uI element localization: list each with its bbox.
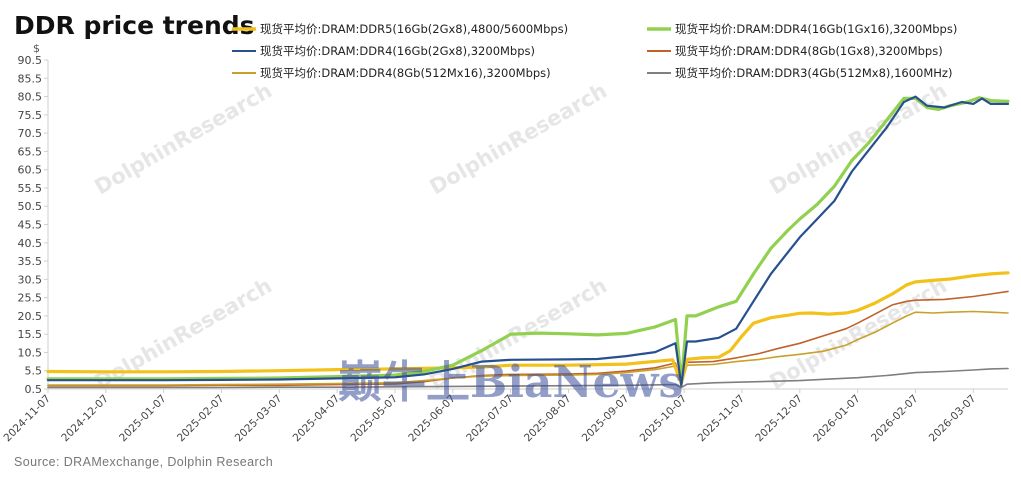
y-tick-label: 45.5 bbox=[18, 219, 43, 232]
y-tick-label: 5.5 bbox=[25, 365, 43, 378]
watermark-text: DolphinResearch bbox=[766, 78, 951, 199]
x-tick-label: 2025-01-07 bbox=[117, 393, 169, 445]
series-line-3 bbox=[46, 95, 1010, 387]
y-tick-label: 90.5 bbox=[18, 54, 43, 67]
y-tick-label: 60.5 bbox=[18, 164, 43, 177]
y-tick-label: 40.5 bbox=[18, 237, 43, 250]
y-tick-label: 85.5 bbox=[18, 72, 43, 85]
legend-label: 现货平均价:DRAM:DDR4(8Gb(512Mx16),3200Mbps) bbox=[260, 66, 551, 80]
x-tick-label: 2026-03-07 bbox=[927, 393, 979, 445]
y-tick-label: 20.5 bbox=[18, 310, 43, 323]
y-tick-label: 30.5 bbox=[18, 273, 43, 286]
legend-label: 现货平均价:DRAM:DDR4(16Gb(2Gx8),3200Mbps) bbox=[260, 44, 535, 58]
legend-label: 现货平均价:DRAM:DDR5(16Gb(2Gx8),4800/5600Mbps… bbox=[260, 22, 568, 36]
y-tick-label: 0.5 bbox=[25, 383, 43, 396]
y-tick-label: 50.5 bbox=[18, 200, 43, 213]
x-tick-label: 2026-02-07 bbox=[869, 393, 921, 445]
series-line-6 bbox=[47, 367, 1009, 389]
stamp-watermark: 巅牛上BiaNews bbox=[338, 357, 683, 408]
y-tick-label: 70.5 bbox=[18, 127, 43, 140]
legend: 现货平均价:DRAM:DDR5(16Gb(2Gx8),4800/5600Mbps… bbox=[232, 22, 957, 80]
y-axis: 0.5 5.5 10.5 15.5 20.5 25.5 30.5 35.5 40.5 45.5 50… bbox=[18, 54, 48, 396]
series-lines bbox=[46, 95, 1010, 389]
legend-label: 现货平均价:DRAM:DDR4(16Gb(1Gx16),3200Mbps) bbox=[675, 22, 957, 36]
y-tick-label: 80.5 bbox=[18, 91, 43, 104]
series-line-1 bbox=[46, 271, 1010, 386]
y-tick-label: 55.5 bbox=[18, 182, 43, 195]
x-tick-label: 2025-11-07 bbox=[695, 393, 747, 445]
legend-label: 现货平均价:DRAM:DDR3(4Gb(512Mx8),1600MHz) bbox=[675, 66, 952, 80]
x-tick-label: 2024-12-07 bbox=[59, 393, 111, 445]
source-note: Source: DRAMexchange, Dolphin Research bbox=[14, 455, 273, 469]
watermark-text: DolphinResearch bbox=[91, 78, 276, 199]
legend-label: 现货平均价:DRAM:DDR4(8Gb(1Gx8),3200Mbps) bbox=[675, 44, 943, 58]
x-tick-label: 2025-03-07 bbox=[233, 393, 285, 445]
x-tick-label: 2026-01-07 bbox=[811, 393, 863, 445]
watermark-layer: DolphinResearch DolphinResearch DolphinRes… bbox=[91, 78, 951, 394]
series-line-2 bbox=[46, 96, 1010, 386]
watermark-text: DolphinResearch bbox=[91, 273, 276, 394]
watermark-text: DolphinResearch bbox=[426, 78, 611, 199]
x-tick-label: 2025-02-07 bbox=[175, 393, 227, 445]
x-tick-label: 2025-04-07 bbox=[291, 393, 343, 445]
y-axis-unit: $ bbox=[33, 42, 40, 55]
y-tick-label: 35.5 bbox=[18, 255, 43, 268]
y-tick-label: 25.5 bbox=[18, 292, 43, 305]
x-tick-label: 2025-12-07 bbox=[753, 393, 805, 445]
y-tick-label: 75.5 bbox=[18, 109, 43, 122]
x-tick-label: 2024-11-07 bbox=[1, 393, 53, 445]
y-tick-label: 65.5 bbox=[18, 145, 43, 158]
watermark-text: DolphinResearch bbox=[766, 273, 951, 394]
y-tick-label: 15.5 bbox=[18, 328, 43, 341]
chart-title: DDR price trends bbox=[14, 11, 255, 40]
y-tick-label: 10.5 bbox=[18, 346, 43, 359]
